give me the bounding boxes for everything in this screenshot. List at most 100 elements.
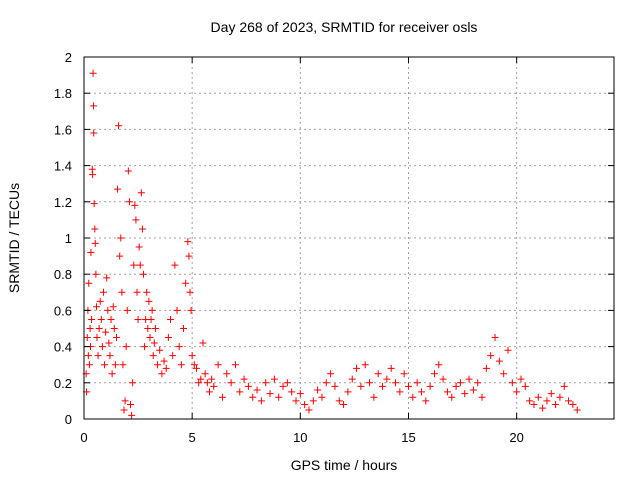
data-point xyxy=(283,379,291,387)
data-point xyxy=(123,306,131,314)
data-point xyxy=(396,388,404,396)
data-point xyxy=(139,270,147,278)
data-point xyxy=(331,382,339,390)
data-point xyxy=(422,397,430,405)
y-tick-label: 0.4 xyxy=(54,340,72,355)
data-point xyxy=(526,397,534,405)
data-point xyxy=(404,382,412,390)
data-point xyxy=(195,379,203,387)
data-point xyxy=(109,303,117,311)
data-point xyxy=(288,388,296,396)
data-point xyxy=(145,297,153,305)
data-point xyxy=(495,357,503,365)
data-point xyxy=(90,102,98,110)
data-points xyxy=(82,69,581,419)
data-point xyxy=(560,382,568,390)
data-point xyxy=(93,334,101,342)
data-point xyxy=(218,393,226,401)
data-point xyxy=(547,390,555,398)
x-tick-label: 5 xyxy=(189,430,196,445)
data-point xyxy=(539,404,547,412)
y-axis-label: SRMTID / TECUs xyxy=(6,183,22,293)
data-point xyxy=(199,339,207,347)
data-point xyxy=(249,393,257,401)
data-point xyxy=(120,406,128,414)
data-point xyxy=(348,375,356,383)
y-tick-label: 1 xyxy=(65,231,72,246)
data-point xyxy=(103,274,111,282)
data-point xyxy=(513,388,521,396)
data-point xyxy=(137,189,145,197)
data-point xyxy=(91,225,99,233)
data-point xyxy=(257,397,265,405)
data-point xyxy=(90,200,98,208)
data-point xyxy=(400,370,408,378)
data-point xyxy=(94,352,102,360)
data-point xyxy=(187,306,195,314)
data-point xyxy=(190,361,198,369)
data-point xyxy=(150,339,158,347)
data-point xyxy=(98,343,106,351)
data-point xyxy=(296,390,304,398)
data-point xyxy=(116,252,124,260)
data-point xyxy=(101,361,109,369)
y-tick-label: 2 xyxy=(65,50,72,65)
data-point xyxy=(383,375,391,383)
data-point xyxy=(500,370,508,378)
data-point xyxy=(270,375,278,383)
data-point xyxy=(131,201,139,209)
data-point xyxy=(208,375,216,383)
y-tick-label: 0 xyxy=(65,412,72,427)
data-point xyxy=(517,375,525,383)
data-point xyxy=(456,379,464,387)
data-point xyxy=(318,393,326,401)
data-point xyxy=(133,288,141,296)
data-point xyxy=(104,306,112,314)
data-point xyxy=(106,352,114,360)
data-point xyxy=(158,370,166,378)
data-point xyxy=(203,379,211,387)
data-point xyxy=(392,379,400,387)
y-tick-label: 1.8 xyxy=(54,86,72,101)
data-point xyxy=(147,315,155,323)
data-point xyxy=(99,288,107,296)
data-point xyxy=(149,352,157,360)
data-point xyxy=(366,379,374,387)
data-point xyxy=(474,379,482,387)
x-axis-label: GPS time / hours xyxy=(291,457,398,473)
data-point xyxy=(96,297,104,305)
data-point xyxy=(262,379,270,387)
data-point xyxy=(91,239,99,247)
data-point xyxy=(439,375,447,383)
data-point xyxy=(141,343,149,351)
data-point xyxy=(344,388,352,396)
data-point xyxy=(534,393,542,401)
data-point xyxy=(426,382,434,390)
data-point xyxy=(353,364,361,372)
x-tick-label: 0 xyxy=(80,430,87,445)
data-point xyxy=(182,279,190,287)
data-point xyxy=(84,352,92,360)
data-point xyxy=(173,306,181,314)
data-point xyxy=(461,390,469,398)
data-point xyxy=(115,122,123,130)
data-point xyxy=(279,382,287,390)
x-tick-label: 15 xyxy=(401,430,415,445)
data-point xyxy=(175,343,183,351)
data-point xyxy=(151,325,159,332)
data-point xyxy=(148,306,156,314)
grid-lines xyxy=(84,57,614,419)
data-point xyxy=(114,185,122,193)
data-point xyxy=(443,388,451,396)
data-point xyxy=(413,379,421,387)
data-point xyxy=(89,171,97,179)
data-point xyxy=(180,325,188,332)
data-point xyxy=(186,288,194,296)
data-point xyxy=(275,393,283,401)
y-tick-label: 0.2 xyxy=(54,376,72,391)
data-point xyxy=(154,361,162,369)
y-tick-label: 0.6 xyxy=(54,303,72,318)
data-point xyxy=(160,357,168,365)
data-point xyxy=(86,325,94,332)
